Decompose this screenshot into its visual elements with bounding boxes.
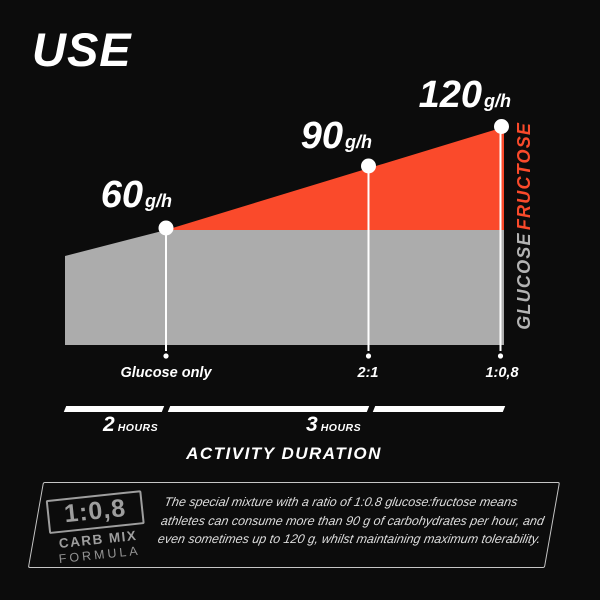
- axis-label-1-0-8: 1:0,8: [485, 365, 519, 381]
- point-label-90-value: 90: [300, 115, 343, 157]
- point-label-120-unit: g/h: [484, 91, 511, 111]
- page-title: USE: [32, 23, 132, 76]
- duration-bar-segment-3: [372, 406, 506, 412]
- duration-bar-segment-1: [63, 406, 165, 412]
- glucose-series-label: GLUCOSE: [514, 232, 534, 330]
- point-label-90: 90 g/h: [301, 117, 372, 155]
- axis-label-2-1: 2:1: [357, 365, 379, 381]
- footer-description: The special mixture with a ratio of 1:0.…: [156, 495, 546, 546]
- marker-foot-60: [163, 353, 169, 359]
- duration-label-3-unit: HOURS: [320, 422, 362, 434]
- glucose-area: [65, 230, 504, 345]
- duration-label-3-value: 3: [306, 413, 318, 436]
- duration-bar-segment-2: [167, 406, 370, 412]
- point-label-120-value: 120: [418, 74, 482, 116]
- activity-duration-axis-title: ACTIVITY DURATION: [186, 444, 382, 463]
- data-point-120: [494, 119, 509, 134]
- duration-label-2-unit: HOURS: [117, 422, 159, 434]
- point-label-60: 60 g/h: [101, 176, 172, 214]
- duration-label-2-hours: 2 HOURS: [103, 413, 158, 436]
- footer-panel: 1:0,8 CARB MIX FORMULA The special mixtu…: [27, 482, 561, 568]
- marker-foot-90: [365, 353, 372, 359]
- marker-foot-120: [497, 353, 504, 359]
- point-label-60-unit: g/h: [145, 191, 172, 211]
- duration-label-2-value: 2: [103, 413, 115, 436]
- fructose-area: [166, 127, 504, 230]
- point-label-60-value: 60: [100, 174, 143, 216]
- axis-label-glucose-only: Glucose only: [120, 365, 212, 381]
- data-point-60: [158, 220, 174, 236]
- fructose-series-label: FRUCTOSE: [514, 121, 534, 231]
- ratio-badge-value: 1:0,8: [45, 490, 145, 535]
- duration-label-3-hours: 3 HOURS: [306, 413, 361, 436]
- carb-mix-ratio-badge: 1:0,8 CARB MIX FORMULA: [45, 490, 148, 566]
- point-label-90-unit: g/h: [345, 132, 372, 152]
- data-point-90: [361, 158, 376, 174]
- point-label-120: 120 g/h: [419, 76, 511, 114]
